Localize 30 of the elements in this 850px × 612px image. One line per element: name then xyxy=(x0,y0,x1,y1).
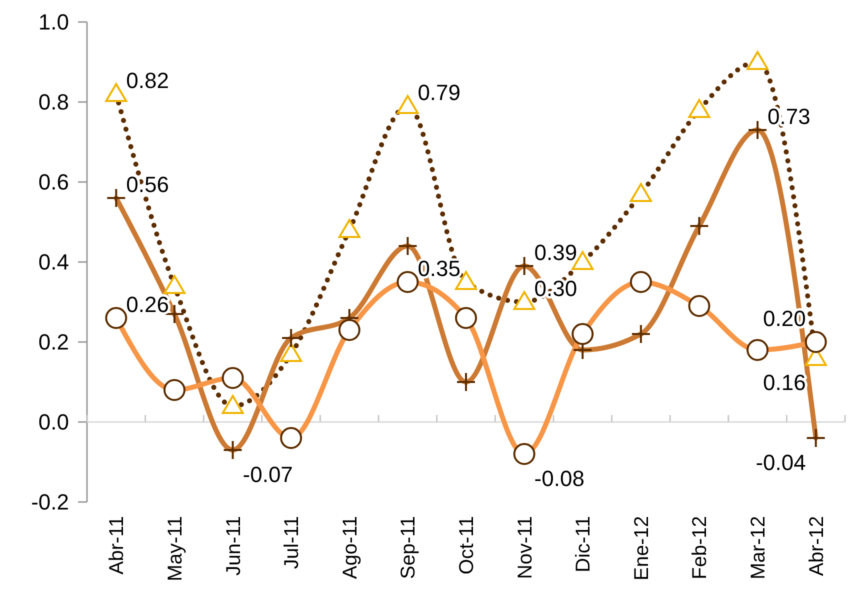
y-tick-label: -0.2 xyxy=(31,490,69,515)
x-tick-label: Feb-12 xyxy=(689,516,712,580)
y-tick-label: 0.2 xyxy=(38,330,69,355)
x-tick-label: Jul-11 xyxy=(281,516,304,569)
y-tick-label: 1.0 xyxy=(38,10,69,35)
x-tick-label: Dic-11 xyxy=(572,516,595,572)
x-tick-label: Ago-11 xyxy=(339,516,362,580)
x-tick-label: Mar-12 xyxy=(748,516,770,580)
y-tick-label: 0.6 xyxy=(38,170,69,195)
y-tick-label: 0.0 xyxy=(38,410,69,435)
x-tick-label: Abr-11 xyxy=(106,516,128,575)
data-label: 0.39 xyxy=(534,240,578,265)
x-tick-label: Oct-11 xyxy=(456,516,478,575)
x-tick-label: Jun-11 xyxy=(222,516,245,576)
data-label: 0.16 xyxy=(763,370,806,395)
data-label: 0.73 xyxy=(768,104,810,129)
x-tick-label: Nov-11 xyxy=(514,516,536,579)
x-tick-label: Abr-12 xyxy=(806,516,828,576)
data-label: 0.79 xyxy=(418,80,461,105)
data-label: 0.82 xyxy=(126,68,169,93)
data-label: -0.08 xyxy=(534,466,584,491)
x-tick-label: Ene-12 xyxy=(630,516,653,580)
y-tick-label: 0.4 xyxy=(38,250,69,275)
data-label: -0.07 xyxy=(242,462,293,487)
y-tick-label: 0.8 xyxy=(38,90,69,115)
data-label: -0.04 xyxy=(756,450,806,475)
data-label: 0.26 xyxy=(126,292,169,317)
x-tick-label: May-11 xyxy=(164,516,186,582)
x-tick-label: Sep-11 xyxy=(398,516,420,580)
data-label: 0.56 xyxy=(126,172,169,197)
